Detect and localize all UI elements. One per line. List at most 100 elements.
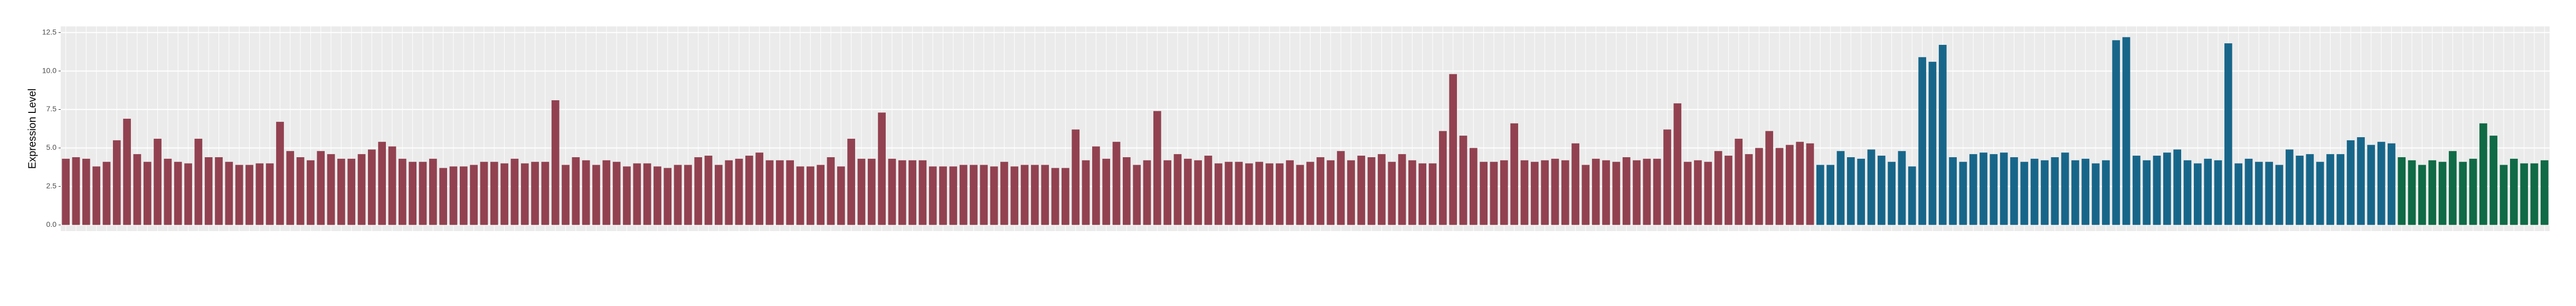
y-axis-title: Expression Level	[26, 89, 38, 169]
y-tick-label: 5.0	[46, 143, 57, 151]
bar	[1102, 158, 1111, 225]
bar	[194, 138, 203, 225]
bar	[1357, 156, 1366, 225]
bar	[1500, 160, 1508, 225]
bar	[970, 165, 978, 225]
bar	[704, 156, 713, 225]
bar	[409, 161, 417, 225]
bar	[337, 158, 345, 225]
y-tick-label: 12.5	[42, 27, 56, 36]
bar	[2479, 123, 2487, 225]
bar	[1388, 161, 1396, 225]
bar	[1959, 161, 1967, 225]
bar	[510, 158, 519, 225]
bar	[654, 166, 661, 225]
bar	[1530, 161, 1539, 225]
bar	[806, 166, 815, 225]
bar	[2398, 157, 2406, 225]
bar	[2388, 143, 2395, 225]
bar	[500, 163, 508, 225]
bar	[1622, 157, 1631, 225]
bar	[1633, 160, 1641, 225]
bar	[1378, 154, 1386, 225]
bar	[1561, 160, 1569, 225]
bar	[1796, 141, 1804, 225]
bar	[327, 154, 335, 225]
bar	[317, 151, 325, 225]
bar	[1704, 161, 1712, 225]
bar	[1245, 163, 1253, 225]
bar	[2540, 160, 2549, 225]
bar	[1469, 148, 1478, 225]
bar	[1459, 136, 1467, 225]
bar	[378, 141, 386, 225]
bar	[1877, 156, 1886, 225]
bar	[1541, 160, 1549, 225]
bar	[1051, 168, 1059, 225]
bar	[1990, 154, 1998, 225]
bar	[1714, 151, 1722, 225]
bar	[429, 158, 437, 225]
bar	[1010, 166, 1019, 225]
bar	[2367, 145, 2375, 225]
bar	[449, 166, 458, 225]
bar	[1265, 163, 1274, 225]
bar	[2459, 161, 2467, 225]
bar	[1428, 163, 1437, 225]
bar	[2081, 158, 2090, 225]
bar	[1928, 62, 1937, 225]
bar	[2204, 158, 2212, 225]
bar	[1204, 156, 1213, 225]
bar	[1938, 45, 1947, 225]
y-tick-label: 7.5	[46, 104, 57, 113]
bar	[929, 166, 937, 225]
bar	[164, 158, 172, 225]
bar	[1235, 161, 1243, 225]
bar	[562, 165, 570, 225]
bar	[1347, 160, 1355, 225]
bar	[439, 168, 447, 225]
bar	[1551, 158, 1559, 225]
bar	[715, 165, 723, 225]
bar	[2133, 156, 2141, 225]
bar	[82, 158, 90, 225]
bar	[2051, 157, 2059, 225]
bar	[1143, 160, 1151, 225]
bar	[2091, 163, 2100, 225]
bar	[1122, 157, 1131, 225]
bar	[1062, 168, 1069, 225]
bar	[102, 161, 111, 225]
bar	[2520, 163, 2528, 225]
bar	[1775, 148, 1784, 225]
bar	[949, 166, 958, 225]
bar	[1367, 157, 1376, 225]
bar	[174, 161, 182, 225]
bar	[531, 161, 539, 225]
bar	[1449, 74, 1457, 225]
bar	[1918, 57, 1926, 225]
bar	[878, 112, 886, 225]
bar	[266, 163, 274, 225]
bar	[2102, 160, 2110, 225]
bar	[674, 165, 682, 225]
bar	[1163, 160, 1171, 225]
bar	[2234, 163, 2242, 225]
bar	[1317, 157, 1324, 225]
bar	[255, 163, 264, 225]
bar	[2244, 158, 2253, 225]
bar	[1745, 154, 1753, 225]
bar	[1082, 160, 1090, 225]
bar	[2306, 154, 2314, 225]
bar	[1867, 149, 1876, 225]
bar	[225, 161, 233, 225]
bar	[2163, 152, 2171, 225]
bar	[2030, 158, 2039, 225]
bar	[2510, 158, 2518, 225]
bar	[2255, 161, 2263, 225]
bar	[1490, 161, 1498, 225]
bar	[2153, 156, 2161, 225]
bar	[918, 160, 927, 225]
bar	[1327, 160, 1335, 225]
bar	[1296, 165, 1304, 225]
bar	[2193, 163, 2202, 225]
